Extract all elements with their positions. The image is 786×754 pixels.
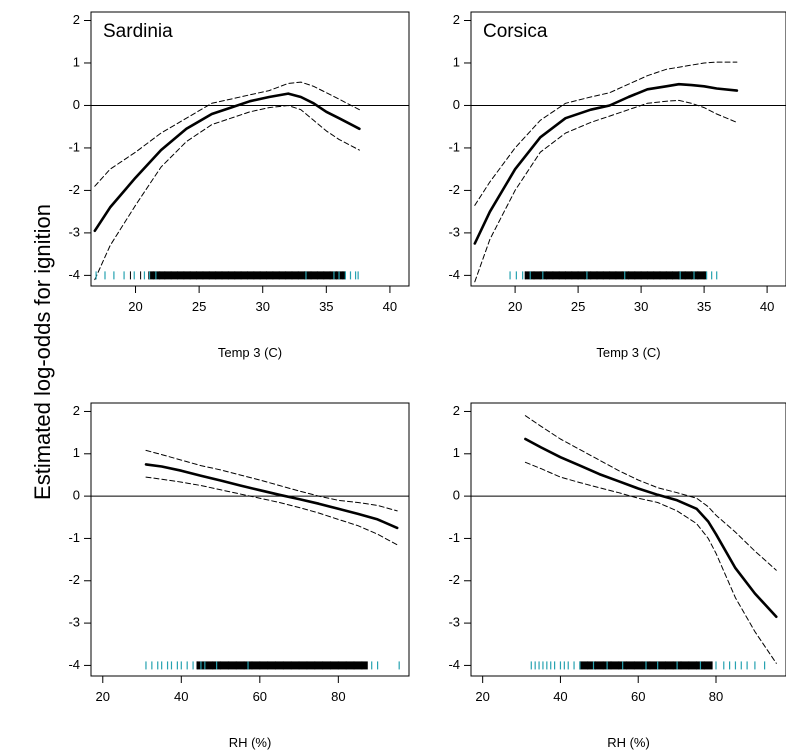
lower-line xyxy=(474,99,738,283)
plot-frame xyxy=(470,11,786,287)
plot-frame xyxy=(90,11,410,287)
x-tick-label: 20 xyxy=(96,689,110,704)
estimate-line xyxy=(93,92,361,233)
x-tick-label: 35 xyxy=(319,299,333,314)
plot-frame xyxy=(470,402,786,677)
y-tick-label: 1 xyxy=(453,54,460,69)
x-axis-title: Temp 3 (C) xyxy=(596,345,660,360)
y-tick-label: 0 xyxy=(73,488,80,503)
rug-dense-band xyxy=(197,661,368,670)
y-tick-label: 1 xyxy=(73,445,80,460)
y-tick-label: -3 xyxy=(448,615,460,630)
upper-line xyxy=(524,415,777,571)
x-axis-title: Temp 3 (C) xyxy=(218,345,282,360)
y-tick-label: 0 xyxy=(73,97,80,112)
x-axis-title: RH (%) xyxy=(607,735,650,750)
x-tick-label: 40 xyxy=(174,689,188,704)
y-tick-label: -2 xyxy=(68,182,80,197)
x-tick-label: 25 xyxy=(192,299,206,314)
estimate-line xyxy=(473,82,739,245)
shared-y-axis-label: Estimated log-odds for ignition xyxy=(30,204,55,500)
estimate-line xyxy=(524,437,778,619)
rug-dense-band xyxy=(148,271,346,280)
y-tick-label: -4 xyxy=(448,267,460,282)
y-tick-label: 2 xyxy=(73,403,80,418)
y-tick-label: 0 xyxy=(453,488,460,503)
y-tick-label: -3 xyxy=(68,224,80,239)
x-tick-label: 40 xyxy=(760,299,774,314)
y-tick-label: -4 xyxy=(68,267,80,282)
y-tick-label: -2 xyxy=(448,182,460,197)
panel-2: -4 -3 -2 -1 0 1 2 20 25 30 35 40 Temp 3 (C) Corsica xyxy=(448,11,786,360)
x-tick-label: 80 xyxy=(331,689,345,704)
y-tick-label: 1 xyxy=(73,54,80,69)
plot-frame xyxy=(90,402,410,677)
y-tick-label: -1 xyxy=(448,139,460,154)
x-tick-label: 20 xyxy=(508,299,522,314)
panel-3: -4 -3 -2 -1 0 1 2 20 40 60 80 RH (%) xyxy=(68,402,410,750)
y-tick-label: -1 xyxy=(68,139,80,154)
x-tick-label: 30 xyxy=(634,299,648,314)
y-tick-label: -2 xyxy=(448,572,460,587)
y-tick-label: -3 xyxy=(68,615,80,630)
panel-1: -4 -3 -2 -1 0 1 2 20 25 30 35 40 Temp 3 (C) Sardinia xyxy=(68,11,410,360)
x-tick-label: 40 xyxy=(383,299,397,314)
lower-line xyxy=(145,476,398,546)
panel-title: Corsica xyxy=(483,21,548,42)
lower-line xyxy=(94,105,360,281)
y-tick-label: 2 xyxy=(73,12,80,27)
x-tick-label: 40 xyxy=(553,689,567,704)
x-tick-label: 30 xyxy=(255,299,269,314)
x-axis-title: RH (%) xyxy=(229,735,272,750)
x-tick-label: 60 xyxy=(631,689,645,704)
upper-line xyxy=(474,61,738,206)
y-tick-label: -3 xyxy=(448,224,460,239)
x-tick-label: 80 xyxy=(709,689,723,704)
panel-4: -4 -3 -2 -1 0 1 2 20 40 60 80 RH (%) xyxy=(448,402,786,750)
panel-title: Sardinia xyxy=(103,21,173,42)
y-tick-label: 0 xyxy=(453,97,460,112)
upper-line xyxy=(94,81,360,187)
y-tick-label: -1 xyxy=(448,530,460,545)
estimate-line xyxy=(144,463,399,530)
x-tick-label: 60 xyxy=(253,689,267,704)
x-tick-label: 20 xyxy=(475,689,489,704)
y-tick-label: 1 xyxy=(453,445,460,460)
x-tick-label: 25 xyxy=(571,299,585,314)
y-tick-label: -2 xyxy=(68,572,80,587)
y-tick-label: 2 xyxy=(453,403,460,418)
x-tick-label: 20 xyxy=(128,299,142,314)
y-tick-label: -1 xyxy=(68,530,80,545)
y-tick-label: -4 xyxy=(68,657,80,672)
x-tick-label: 35 xyxy=(697,299,711,314)
y-tick-label: -4 xyxy=(448,657,460,672)
y-tick-label: 2 xyxy=(453,12,460,27)
lower-line xyxy=(524,461,777,664)
upper-line xyxy=(145,449,398,512)
